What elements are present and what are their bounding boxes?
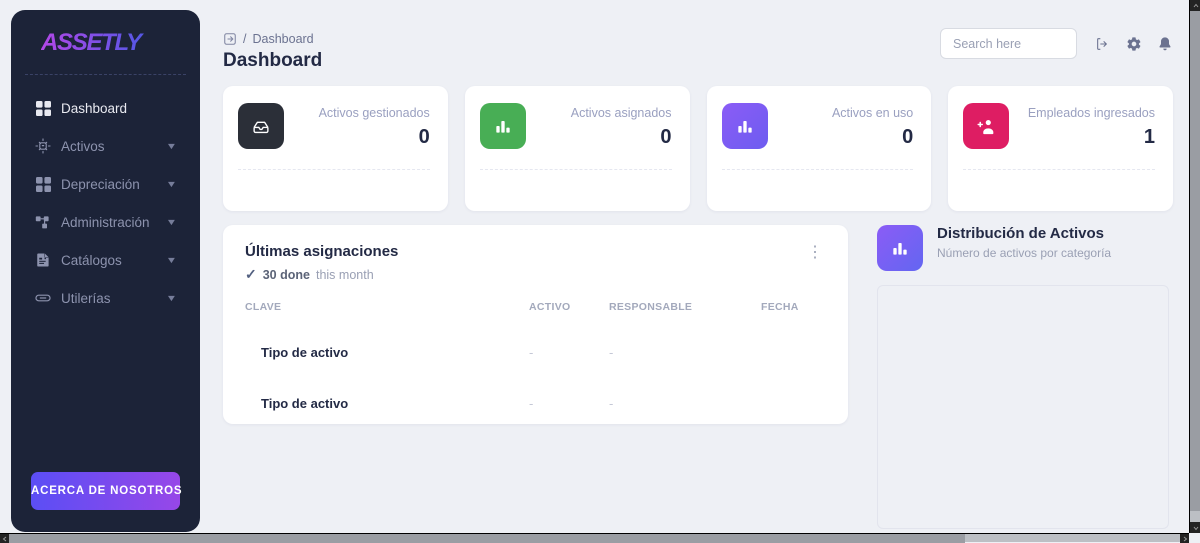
svg-text:ASSETLY: ASSETLY bbox=[41, 31, 144, 55]
